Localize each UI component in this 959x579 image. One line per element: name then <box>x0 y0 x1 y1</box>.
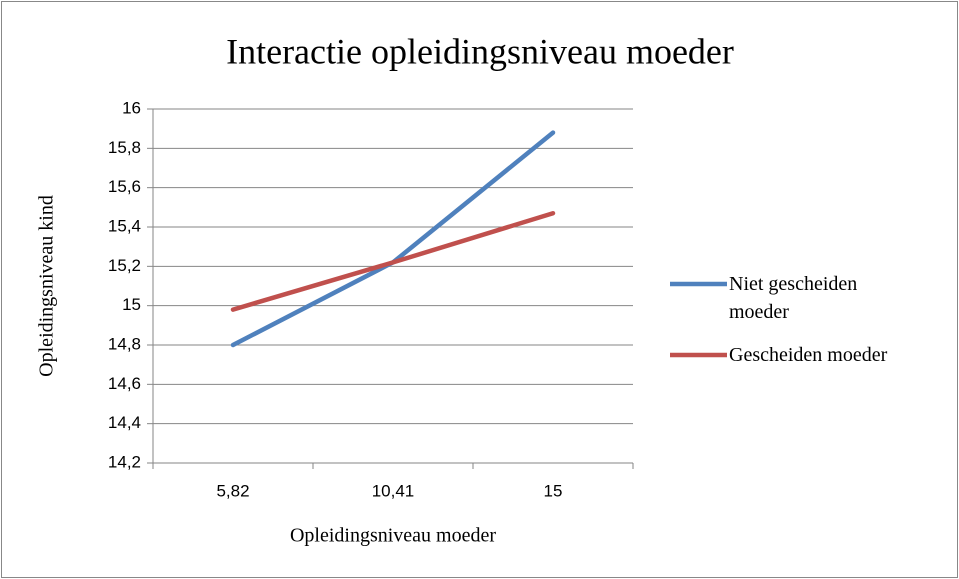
y-tick-label: 16 <box>122 98 141 117</box>
y-tick-label: 14,8 <box>108 334 141 353</box>
y-tick-label: 15,2 <box>108 256 141 275</box>
y-tick-label: 15 <box>122 295 141 314</box>
y-tick-label: 14,6 <box>108 374 141 393</box>
y-tick-label: 15,6 <box>108 177 141 196</box>
x-tick-label: 15 <box>544 481 563 500</box>
y-tick-label: 15,4 <box>108 216 141 235</box>
y-axis-label: Opleidingsniveau kind <box>36 195 58 377</box>
x-tick-label: 5,82 <box>216 481 249 500</box>
x-axis-label: Opleidingsniveau moeder <box>290 525 496 547</box>
x-tick-label: 10,41 <box>372 481 415 500</box>
y-tick-label: 14,2 <box>108 452 141 471</box>
chart-title: Interactie opleidingsniveau moeder <box>226 31 734 71</box>
legend-label: Gescheiden moeder <box>729 344 888 366</box>
y-tick-label: 15,8 <box>108 138 141 157</box>
legend-label: Niet gescheiden moeder <box>729 273 858 323</box>
series-line <box>230 210 556 312</box>
y-tick-label: 14,4 <box>108 413 141 432</box>
